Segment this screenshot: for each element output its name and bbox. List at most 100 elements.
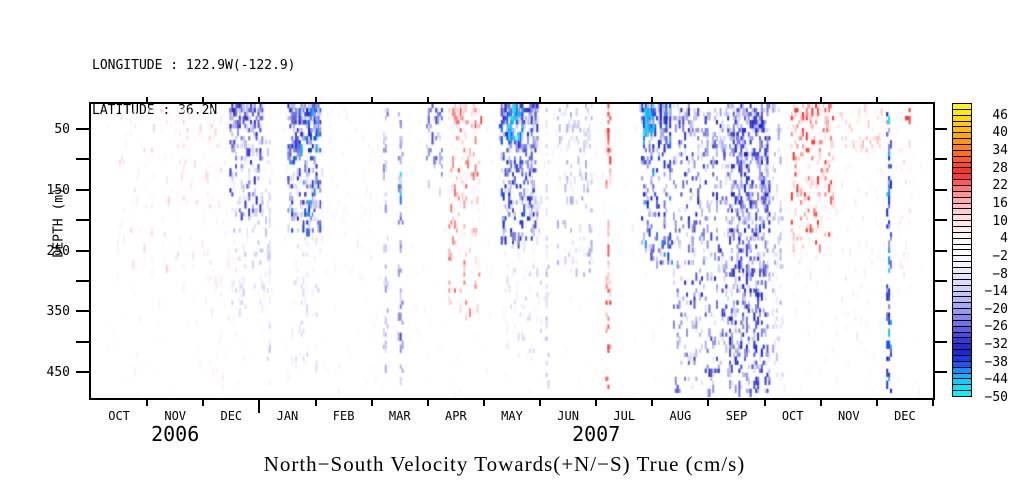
month-tick-top [595, 97, 598, 104]
colorbar-tick-label: 4 [1000, 231, 1008, 247]
depth-tick-left [76, 371, 91, 374]
month-label: OCT [108, 409, 130, 423]
colorbar-cell [952, 273, 972, 280]
colorbar-cell [952, 344, 972, 351]
depth-tick-label: 350 [46, 304, 70, 320]
month-tick-top [370, 97, 373, 104]
colorbar-tick-label: −8 [992, 266, 1008, 282]
colorbar-tick-label: 22 [992, 178, 1008, 194]
month-tick-bottom [819, 398, 822, 406]
colorbar-cell [952, 115, 972, 122]
depth-tick-right [933, 340, 947, 343]
depth-tick-label: 450 [46, 365, 70, 381]
colorbar-tick-label: −2 [992, 248, 1008, 264]
month-label: JAN [276, 409, 299, 423]
colorbar-cell [952, 332, 972, 339]
month-label: OCT [781, 409, 804, 423]
colorbar-cell [952, 320, 972, 327]
year-label: 2007 [572, 422, 621, 446]
colorbar-cell [952, 361, 972, 368]
month-tick-top [314, 97, 317, 104]
colorbar-cell [952, 180, 972, 187]
colorbar-tick-label: 40 [992, 125, 1008, 141]
colorbar-cell [952, 355, 972, 362]
colorbar-cell [952, 150, 972, 157]
colorbar-cell [952, 297, 972, 304]
month-tick-bottom [651, 398, 654, 406]
month-label: APR [445, 409, 467, 423]
colorbar-cell [952, 127, 972, 134]
colorbar-cell [952, 227, 972, 233]
depth-tick-left [76, 128, 91, 131]
colorbar-cell [952, 291, 972, 298]
colorbar-cell [952, 373, 972, 380]
month-label: FEB [332, 409, 355, 423]
depth-tick-left [76, 219, 91, 222]
month-tick-bottom [595, 398, 598, 406]
month-tick-top [539, 97, 542, 104]
colorbar-cell [952, 268, 972, 274]
depth-tick-label: 50 [54, 122, 70, 138]
colorbar-tick-label: −26 [984, 319, 1008, 335]
colorbar-cell [952, 121, 972, 128]
month-tick-top [819, 97, 822, 104]
colorbar-cell [952, 168, 972, 175]
month-label: NOV [164, 409, 187, 423]
colorbar-cell [952, 162, 972, 169]
depth-tick-right [933, 371, 947, 374]
depth-tick-left [76, 340, 91, 343]
depth-tick-right [933, 158, 947, 161]
colorbar-cell [952, 232, 972, 239]
colorbar-cell [952, 250, 972, 257]
month-tick-bottom [539, 398, 542, 406]
month-tick-top [202, 97, 205, 104]
colorbar-cell [952, 256, 972, 263]
colorbar-tick-label: 46 [992, 107, 1008, 123]
month-tick-bottom [426, 398, 429, 406]
colorbar-cell [952, 156, 972, 163]
month-tick-bottom [763, 398, 766, 406]
depth-tick-right [933, 249, 947, 252]
colorbar-cell [952, 385, 972, 392]
colorbar-cell [952, 191, 972, 198]
colorbar-cell [952, 238, 972, 245]
colorbar-cell [952, 379, 972, 386]
depth-tick-label: 250 [46, 243, 70, 259]
depth-tick-right [933, 128, 947, 131]
longitude-label: LONGITUDE : 122.9W(-122.9) [92, 58, 296, 73]
depth-tick-right [933, 310, 947, 313]
colorbar-cell [952, 314, 972, 321]
month-label: DEC [220, 409, 243, 423]
colorbar-tick-label: −44 [984, 372, 1008, 388]
month-tick-top [482, 97, 485, 104]
month-label: DEC [894, 409, 916, 423]
colorbar-cell [952, 174, 972, 181]
depth-tick-left [76, 249, 91, 252]
month-label: SEP [725, 409, 748, 423]
month-tick-top [651, 97, 654, 104]
month-tick-top [146, 97, 149, 104]
colorbar-cell [952, 186, 972, 192]
month-tick-top [258, 97, 261, 104]
month-label: MAR [388, 409, 411, 423]
month-label: AUG [669, 409, 692, 423]
colorbar-tick-label: 28 [992, 160, 1008, 176]
month-tick-bottom [202, 398, 205, 406]
month-label: NOV [837, 409, 860, 423]
colorbar-cell [952, 215, 972, 222]
colorbar-cell [952, 139, 972, 146]
colorbar-cell [952, 145, 972, 151]
month-tick-top [426, 97, 429, 104]
colorbar-tick-label: −50 [984, 390, 1008, 405]
month-tick-bottom [258, 398, 261, 413]
colorbar-cell [952, 103, 972, 110]
month-tick-bottom [482, 398, 485, 406]
heatmap-canvas [91, 104, 933, 398]
colorbar-cell [952, 285, 972, 292]
depth-tick-left [76, 188, 91, 191]
colorbar-cell [952, 326, 972, 333]
colorbar-cell [952, 109, 972, 116]
colorbar-cell [952, 350, 972, 356]
colorbar-tick-label: 34 [992, 143, 1008, 159]
